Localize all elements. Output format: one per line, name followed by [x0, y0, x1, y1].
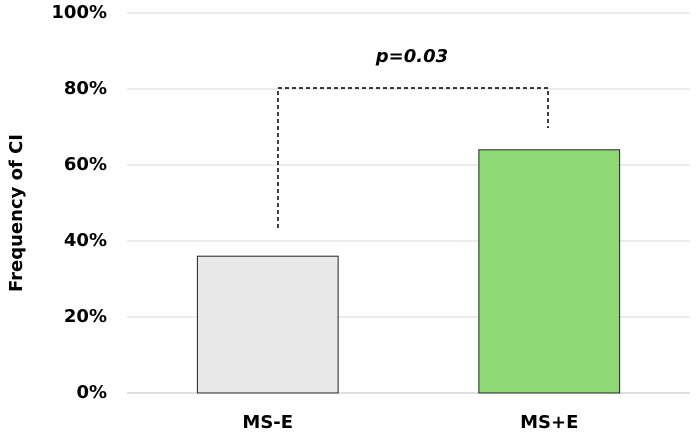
y-tick-label: 40% — [64, 230, 107, 251]
bar — [478, 149, 621, 394]
annotation: p=0.03 — [375, 46, 448, 67]
y-tick-label: 0% — [76, 382, 107, 403]
significance-bracket — [277, 87, 549, 228]
y-tick-label: 80% — [64, 78, 107, 99]
bar — [196, 255, 339, 394]
x-tick-label: MS+E — [520, 412, 578, 433]
y-tick-label: 20% — [64, 306, 107, 327]
y-tick-label: 100% — [51, 2, 107, 23]
x-tick-label: MS-E — [242, 412, 293, 433]
y-axis-label: Frequency of CI — [6, 134, 27, 292]
y-tick-label: 60% — [64, 154, 107, 175]
